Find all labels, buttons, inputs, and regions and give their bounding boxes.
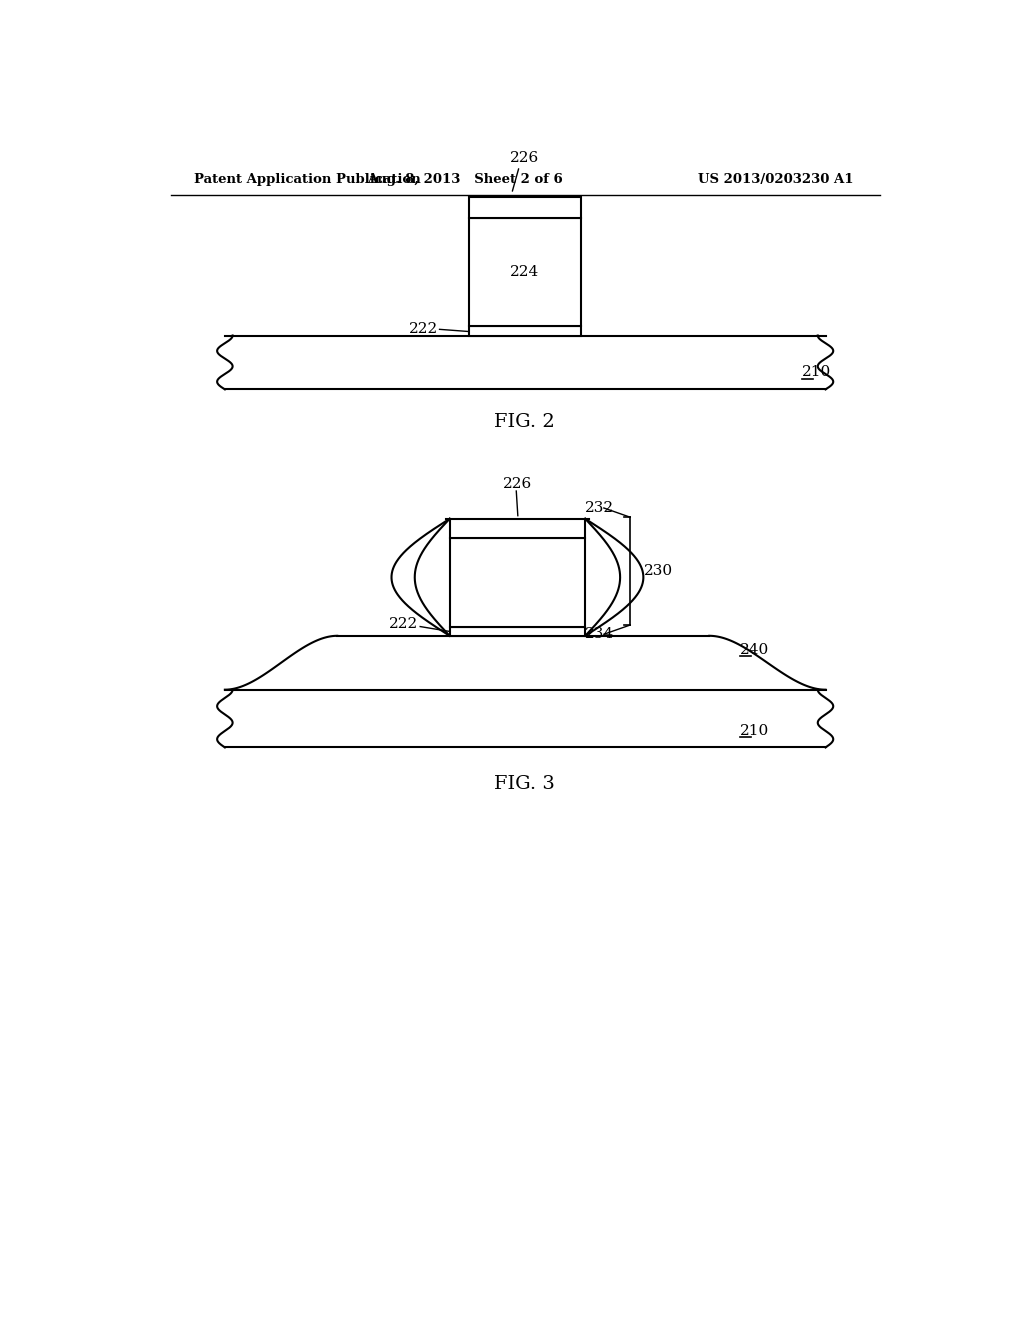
Text: FIG. 2: FIG. 2 (495, 413, 555, 430)
Text: 210: 210 (802, 366, 831, 379)
Bar (469, 197, 581, 218)
Bar (450, 519, 586, 539)
Bar (469, 219, 581, 326)
Text: 224: 224 (510, 265, 540, 280)
Text: 230: 230 (644, 564, 673, 578)
Bar (450, 627, 586, 636)
Text: 222: 222 (409, 322, 438, 337)
Text: Patent Application Publication: Patent Application Publication (194, 173, 421, 186)
Text: Aug. 8, 2013   Sheet 2 of 6: Aug. 8, 2013 Sheet 2 of 6 (368, 173, 563, 186)
Text: 240: 240 (740, 643, 769, 656)
Text: 210: 210 (740, 723, 769, 738)
Text: 224: 224 (503, 576, 532, 589)
Text: 226: 226 (510, 152, 540, 165)
Text: 232: 232 (586, 502, 614, 515)
Bar (450, 539, 586, 627)
Text: FIG. 3: FIG. 3 (495, 775, 555, 792)
Text: 234: 234 (586, 627, 614, 642)
Text: 226: 226 (503, 477, 532, 491)
Text: US 2013/0203230 A1: US 2013/0203230 A1 (697, 173, 853, 186)
Text: 222: 222 (389, 618, 419, 631)
Bar (469, 326, 581, 335)
